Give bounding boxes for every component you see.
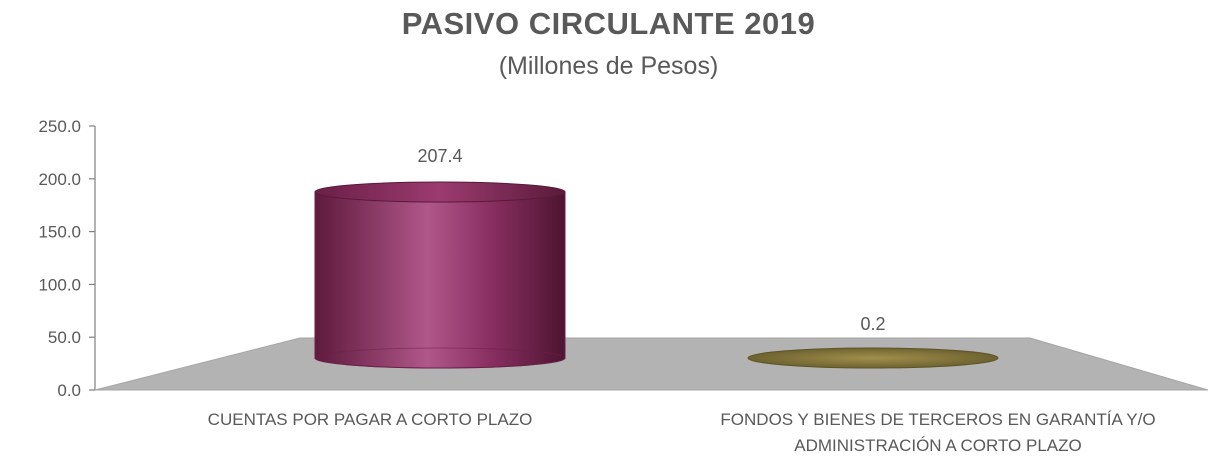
bar-cylinder-disc xyxy=(747,347,999,369)
bar-cylinder-top xyxy=(314,181,566,203)
bar-0 xyxy=(314,181,566,369)
chart-subtitle: (Millones de Pesos) xyxy=(498,52,719,80)
y-tick-label: 50.0 xyxy=(48,328,81,347)
y-tick-label: 0.0 xyxy=(57,381,81,400)
chart-title: PASIVO CIRCULANTE 2019 xyxy=(401,6,816,41)
y-tick-label: 250.0 xyxy=(38,117,81,136)
y-tick-label: 150.0 xyxy=(38,223,81,242)
y-tick-label: 200.0 xyxy=(38,170,81,189)
x-category-label-line: FONDOS Y BIENES DE TERCEROS EN GARANTÍA … xyxy=(720,410,1156,429)
chart-floor xyxy=(94,337,1209,391)
data-label: 0.2 xyxy=(860,314,885,334)
y-tick-label: 100.0 xyxy=(38,275,81,294)
x-category-label-line: CUENTAS POR PAGAR A CORTO PLAZO xyxy=(207,410,533,429)
x-category-label-line: ADMINISTRACIÓN A CORTO PLAZO xyxy=(794,436,1082,455)
bar-1 xyxy=(747,347,999,369)
data-label: 207.4 xyxy=(417,146,462,166)
x-category-label: FONDOS Y BIENES DE TERCEROS EN GARANTÍA … xyxy=(638,407,1217,459)
x-category-label: CUENTAS POR PAGAR A CORTO PLAZO xyxy=(70,407,670,433)
bar-cylinder-body xyxy=(314,191,566,369)
bar-cylinder-base xyxy=(314,347,566,369)
